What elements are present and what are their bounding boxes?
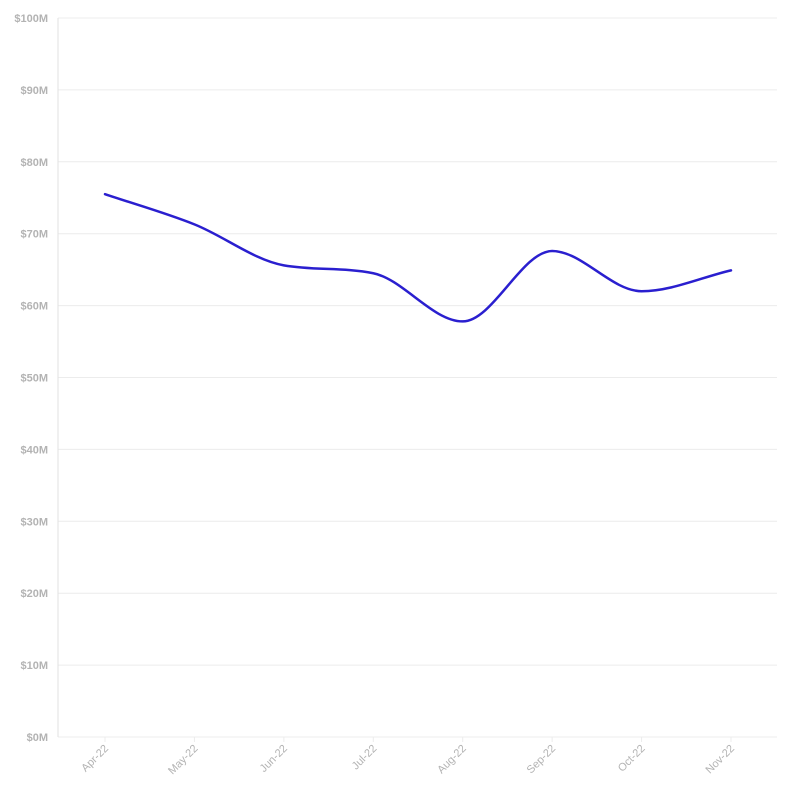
y-tick-label: $40M	[20, 444, 48, 456]
y-tick-label: $10M	[20, 660, 48, 672]
y-tick-label: $60M	[20, 301, 48, 313]
x-tick-label: Nov-22	[704, 743, 738, 777]
data-point-Sep-22	[549, 248, 555, 254]
series	[102, 191, 734, 324]
y-tick-label: $30M	[20, 516, 48, 528]
y-tick-label: $20M	[20, 588, 48, 600]
x-tick-label: Oct-22	[616, 743, 648, 775]
series-line-0	[103, 192, 733, 323]
data-point-Apr-22	[102, 191, 108, 197]
y-tick-label: $70M	[20, 229, 48, 241]
data-point-Nov-22	[728, 267, 734, 273]
x-tick-label: Apr-22	[79, 743, 111, 775]
x-tick-label: Sep-22	[525, 743, 559, 777]
data-point-May-22	[191, 221, 197, 227]
data-point-Oct-22	[639, 288, 645, 294]
data-point-Aug-22	[460, 318, 466, 324]
x-tick-label: Aug-22	[435, 743, 469, 777]
data-point-Jul-22	[370, 270, 376, 276]
y-tick-labels: $0M $10M $20M $30M $40M $50M $60M $70M $80M $90M $…	[14, 13, 48, 744]
y-tick-label: $100M	[14, 13, 48, 25]
data-point-Jun-22	[281, 262, 287, 268]
y-tick-label: $80M	[20, 157, 48, 169]
gridlines	[58, 17, 777, 742]
x-tick-label: Jul-22	[350, 743, 380, 773]
x-tick-labels: Apr-22 May-22 Jun-22 Jul-22 Aug-22 Sep-22 Oct-…	[79, 743, 737, 777]
x-tick-label: Jun-22	[258, 743, 290, 775]
y-tick-label: $50M	[20, 373, 48, 385]
y-tick-label: $90M	[20, 85, 48, 97]
y-tick-label: $0M	[27, 732, 48, 744]
x-tick-label: May-22	[166, 743, 200, 777]
